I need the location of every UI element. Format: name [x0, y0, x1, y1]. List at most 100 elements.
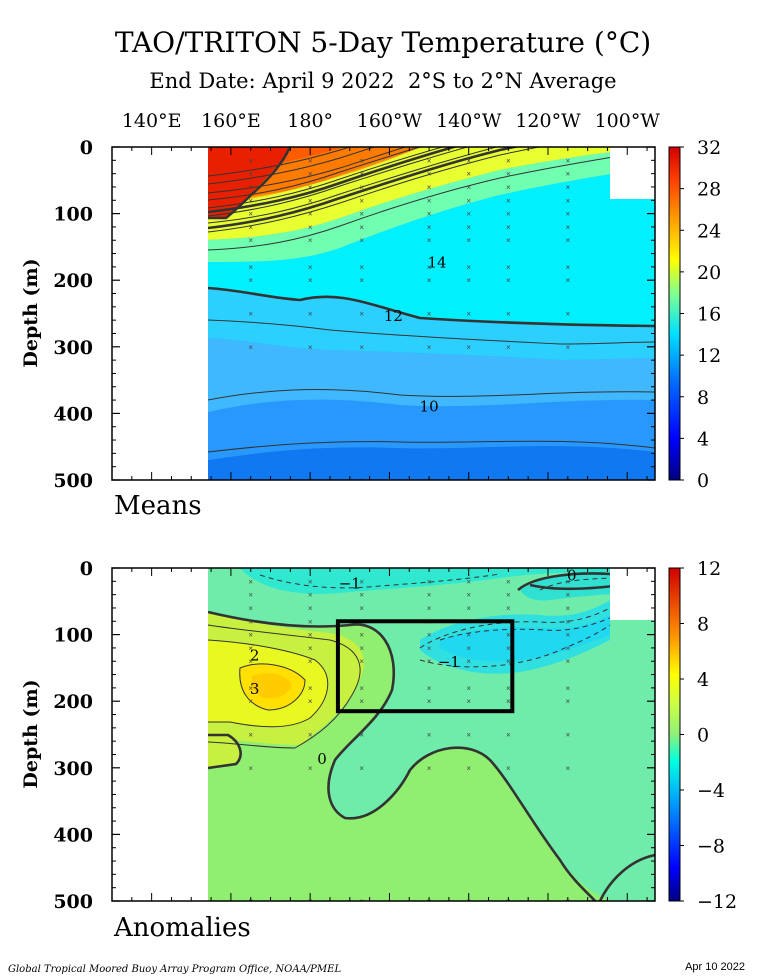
colorbar-label: 12	[697, 345, 721, 367]
sample-marker: ×	[248, 276, 253, 285]
means-ylabel: Depth (m)	[20, 258, 42, 367]
means-axis-ticks: 0 100 200 300 400 500	[53, 137, 655, 492]
sample-marker: ×	[248, 577, 253, 586]
sample-marker: ×	[506, 591, 511, 600]
sample-marker: ×	[359, 591, 364, 600]
sample-marker: ×	[565, 170, 570, 179]
contour-label: 3	[250, 680, 260, 698]
sample-marker: ×	[506, 223, 511, 232]
anom-contour-labels: −1 0 2 3 −1 0	[250, 568, 577, 768]
means-band-12	[208, 288, 655, 360]
sample-marker: ×	[427, 684, 432, 693]
sample-marker: ×	[466, 210, 471, 219]
colorbar-label: 32	[697, 137, 721, 159]
sample-marker: ×	[565, 604, 570, 613]
sample-marker: ×	[308, 591, 313, 600]
anom-contours	[207, 624, 361, 749]
y-tick-label: 500	[53, 470, 93, 492]
sample-marker: ×	[565, 731, 570, 740]
x-tick-label: 120°W	[515, 110, 581, 132]
sample-marker: ×	[466, 631, 471, 640]
sample-marker: ×	[466, 577, 471, 586]
y-tick-label: 400	[53, 403, 93, 425]
means-frame	[111, 146, 656, 481]
sample-marker: ×	[427, 697, 432, 706]
chart-subtitle: End Date: April 9 2022 2°S to 2°N Averag…	[149, 69, 616, 93]
sample-marker: ×	[466, 764, 471, 773]
sample-marker: ×	[308, 604, 313, 613]
sample-marker: ×	[565, 156, 570, 165]
colorbar-label: 28	[697, 179, 721, 201]
sample-marker: ×	[506, 684, 511, 693]
sample-marker: ×	[359, 897, 364, 906]
colorbar-label: 4	[697, 428, 709, 450]
means-colorbar	[668, 146, 681, 481]
colorbar-label: 16	[697, 304, 721, 326]
anom-warm-peak	[251, 673, 292, 699]
sample-marker: ×	[248, 657, 253, 666]
sample-marker: ×	[248, 617, 253, 626]
highlight-box	[335, 619, 515, 714]
contour-label: 10	[420, 397, 439, 415]
colorbar-label: 4	[697, 669, 709, 691]
means-warm-pool	[208, 147, 290, 218]
sample-marker: ×	[506, 210, 511, 219]
sample-marker: ×	[359, 170, 364, 179]
sample-marker: ×	[565, 631, 570, 640]
sample-marker: ×	[466, 183, 471, 192]
sample-marker: ×	[248, 684, 253, 693]
sample-marker: ×	[506, 764, 511, 773]
sample-marker: ×	[466, 156, 471, 165]
sample-marker: ×	[308, 644, 313, 653]
sample-marker: ×	[565, 617, 570, 626]
contour-label: 0	[317, 750, 327, 768]
sample-marker: ×	[466, 170, 471, 179]
sample-marker: ×	[427, 604, 432, 613]
sample-marker: ×	[248, 210, 253, 219]
means-band-13	[208, 168, 655, 328]
sample-marker: ×	[308, 310, 313, 319]
sample-marker: ×	[359, 731, 364, 740]
y-tick-label: 100	[53, 204, 93, 226]
sample-marker: ×	[248, 156, 253, 165]
sample-marker: ×	[308, 156, 313, 165]
sample-marker: ×	[565, 764, 570, 773]
colorbar-label: 0	[697, 725, 709, 747]
x-tick-label: 140°W	[436, 110, 502, 132]
sample-marker: ×	[565, 310, 570, 319]
means-panel: 14 12 10 × × × × × × × × × × × × × × × × × × × × × × × × × × × × × × × × ×…	[112, 147, 655, 480]
colorbar-label: −4	[697, 780, 725, 802]
sample-marker: ×	[248, 223, 253, 232]
sample-marker: ×	[427, 236, 432, 245]
contour-label: 12	[384, 307, 403, 325]
means-thick-contours	[207, 147, 655, 328]
sample-marker: ×	[427, 731, 432, 740]
sample-marker: ×	[506, 577, 511, 586]
y-tick-label: 200	[53, 691, 93, 713]
sample-marker: ×	[506, 604, 511, 613]
sample-marker: ×	[359, 156, 364, 165]
sample-marker: ×	[359, 631, 364, 640]
colorbar-label: 12	[697, 558, 721, 580]
sample-marker: ×	[506, 644, 511, 653]
sample-marker: ×	[308, 170, 313, 179]
x-tick-label: 180°	[287, 110, 333, 132]
means-panel-label: Means	[114, 491, 202, 521]
sample-marker: ×	[466, 263, 471, 272]
sample-marker: ×	[308, 697, 313, 706]
sample-marker: ×	[466, 644, 471, 653]
sample-marker: ×	[248, 604, 253, 613]
sample-marker: ×	[565, 684, 570, 693]
sample-marker: ×	[427, 644, 432, 653]
anomalies-panel-label: Anomalies	[113, 913, 251, 943]
colorbar-label: 24	[697, 220, 721, 242]
means-nodata-east	[610, 147, 655, 199]
sample-marker: ×	[565, 697, 570, 706]
sample-marker: ×	[248, 631, 253, 640]
sample-marker: ×	[427, 577, 432, 586]
footer-credit: Global Tropical Moored Buoy Array Progra…	[8, 964, 341, 975]
sample-marker: ×	[427, 183, 432, 192]
sample-marker: ×	[565, 657, 570, 666]
contour-label: 14	[427, 254, 446, 272]
